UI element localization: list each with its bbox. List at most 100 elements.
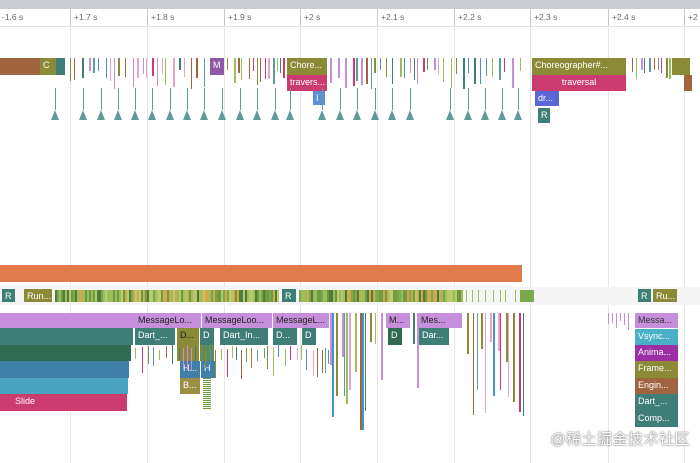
trace-sliver[interactable] <box>257 58 258 85</box>
main-slice-i[interactable]: I <box>313 91 325 105</box>
trace-sliver[interactable] <box>243 290 245 302</box>
trace-sliver[interactable] <box>447 290 449 302</box>
trace-sliver[interactable] <box>157 290 159 302</box>
trace-sliver[interactable] <box>184 58 185 77</box>
trace-sliver[interactable] <box>419 290 421 302</box>
dart-slice[interactable]: Dart_... <box>635 394 678 411</box>
trace-sliver[interactable] <box>227 290 229 302</box>
main-slice-c[interactable]: C <box>40 58 56 75</box>
trace-sliver[interactable] <box>251 348 252 368</box>
trace-sliver[interactable] <box>114 58 115 89</box>
trace-sliver[interactable] <box>137 58 139 78</box>
trace-sliver[interactable] <box>374 58 376 73</box>
trace-sliver[interactable] <box>137 290 139 302</box>
trace-sliver[interactable] <box>110 58 111 81</box>
trace-sliver[interactable] <box>203 404 211 405</box>
trace-sliver[interactable] <box>399 290 401 302</box>
trace-sliver[interactable] <box>229 290 231 302</box>
trace-sliver[interactable] <box>89 58 91 71</box>
trace-sliver[interactable] <box>359 290 361 302</box>
trace-sliver[interactable] <box>649 58 651 72</box>
trace-sliver[interactable] <box>187 345 188 370</box>
traversal-slice[interactable]: travers... <box>287 75 327 91</box>
trace-sliver[interactable] <box>277 58 278 71</box>
trace-sliver[interactable] <box>337 290 339 302</box>
trace-sliver[interactable] <box>423 290 425 302</box>
trace-sliver[interactable] <box>93 290 95 302</box>
trace-sliver[interactable] <box>83 290 85 302</box>
trace-sliver[interactable] <box>608 313 609 324</box>
trace-sliver[interactable] <box>247 290 249 302</box>
trace-sliver[interactable] <box>203 402 211 403</box>
trace-sliver[interactable] <box>417 290 419 302</box>
flow-arrow-icon[interactable] <box>353 110 361 120</box>
trace-sliver[interactable] <box>238 58 240 73</box>
trace-sliver[interactable] <box>203 398 211 399</box>
trace-sliver[interactable] <box>71 290 73 302</box>
trace-sliver[interactable] <box>325 348 326 373</box>
trace-sliver[interactable] <box>641 58 643 70</box>
raster-slice-run[interactable]: Run... <box>24 289 52 302</box>
trace-sliver[interactable] <box>261 290 263 302</box>
trace-sliver[interactable] <box>173 58 175 87</box>
engine-slice[interactable]: Engin... <box>635 378 678 394</box>
trace-sliver[interactable] <box>193 290 195 302</box>
trace-sliver[interactable] <box>203 388 211 389</box>
trace-sliver[interactable] <box>127 290 129 302</box>
trace-sliver[interactable] <box>427 58 428 70</box>
flow-arrow-icon[interactable] <box>371 110 379 120</box>
trace-sliver[interactable] <box>203 392 211 393</box>
trace-sliver[interactable] <box>342 313 344 357</box>
trace-sliver[interactable] <box>189 290 191 302</box>
trace-sliver[interactable] <box>85 290 87 302</box>
trace-sliver[interactable] <box>187 290 189 302</box>
trace-sliver[interactable] <box>323 290 325 302</box>
trace-sliver[interactable] <box>463 58 465 89</box>
trace-sliver[interactable] <box>317 348 318 377</box>
flow-arrow-icon[interactable] <box>236 110 244 120</box>
trace-sliver[interactable] <box>391 290 393 302</box>
trace-sliver[interactable] <box>203 406 211 407</box>
trace-sliver[interactable] <box>405 290 407 302</box>
trace-sliver[interactable] <box>111 290 113 302</box>
trace-sliver[interactable] <box>179 58 181 70</box>
raster-slice-r[interactable]: R <box>638 289 651 302</box>
message-loop-slice[interactable]: MessageLo... <box>135 313 201 328</box>
trace-sliver[interactable] <box>165 58 166 85</box>
trace-sliver[interactable] <box>415 290 417 302</box>
trace-sliver[interactable] <box>407 290 409 302</box>
trace-sliver[interactable] <box>313 350 314 376</box>
flow-arrow-icon[interactable] <box>79 110 87 120</box>
trace-sliver[interactable] <box>155 290 157 302</box>
trace-sliver[interactable] <box>353 290 355 302</box>
trace-sliver[interactable] <box>273 347 274 376</box>
flow-arrow-icon[interactable] <box>166 110 174 120</box>
trace-sliver[interactable] <box>203 384 211 385</box>
trace-sliver[interactable] <box>227 349 228 377</box>
trace-sliver[interactable] <box>373 290 375 302</box>
trace-sliver[interactable] <box>616 313 617 328</box>
trace-sliver[interactable] <box>133 290 135 302</box>
trace-sliver[interactable] <box>351 290 353 302</box>
trace-sliver[interactable] <box>211 290 213 302</box>
trace-sliver[interactable] <box>191 290 193 302</box>
ui-slice-h[interactable]: H <box>201 361 215 378</box>
trace-sliver[interactable] <box>273 290 275 302</box>
trace-sliver[interactable] <box>232 346 233 358</box>
trace-sliver[interactable] <box>466 290 467 302</box>
trace-sliver[interactable] <box>221 349 222 360</box>
trace-sliver[interactable] <box>628 313 629 330</box>
trace-sliver[interactable] <box>498 313 500 351</box>
trace-sliver[interactable] <box>181 290 183 302</box>
trace-sliver[interactable] <box>61 290 63 302</box>
trace-sliver[interactable] <box>131 290 133 302</box>
trace-sliver[interactable] <box>175 290 177 302</box>
flow-arrow-icon[interactable] <box>114 110 122 120</box>
trace-sliver[interactable] <box>123 290 125 302</box>
trace-sliver[interactable] <box>315 290 317 302</box>
trace-sliver[interactable] <box>196 58 198 78</box>
async-span-bar[interactable] <box>0 265 522 282</box>
raster-slice-run[interactable]: Ru... <box>653 289 677 302</box>
trace-sliver[interactable] <box>473 313 474 415</box>
trace-sliver[interactable] <box>400 58 402 77</box>
